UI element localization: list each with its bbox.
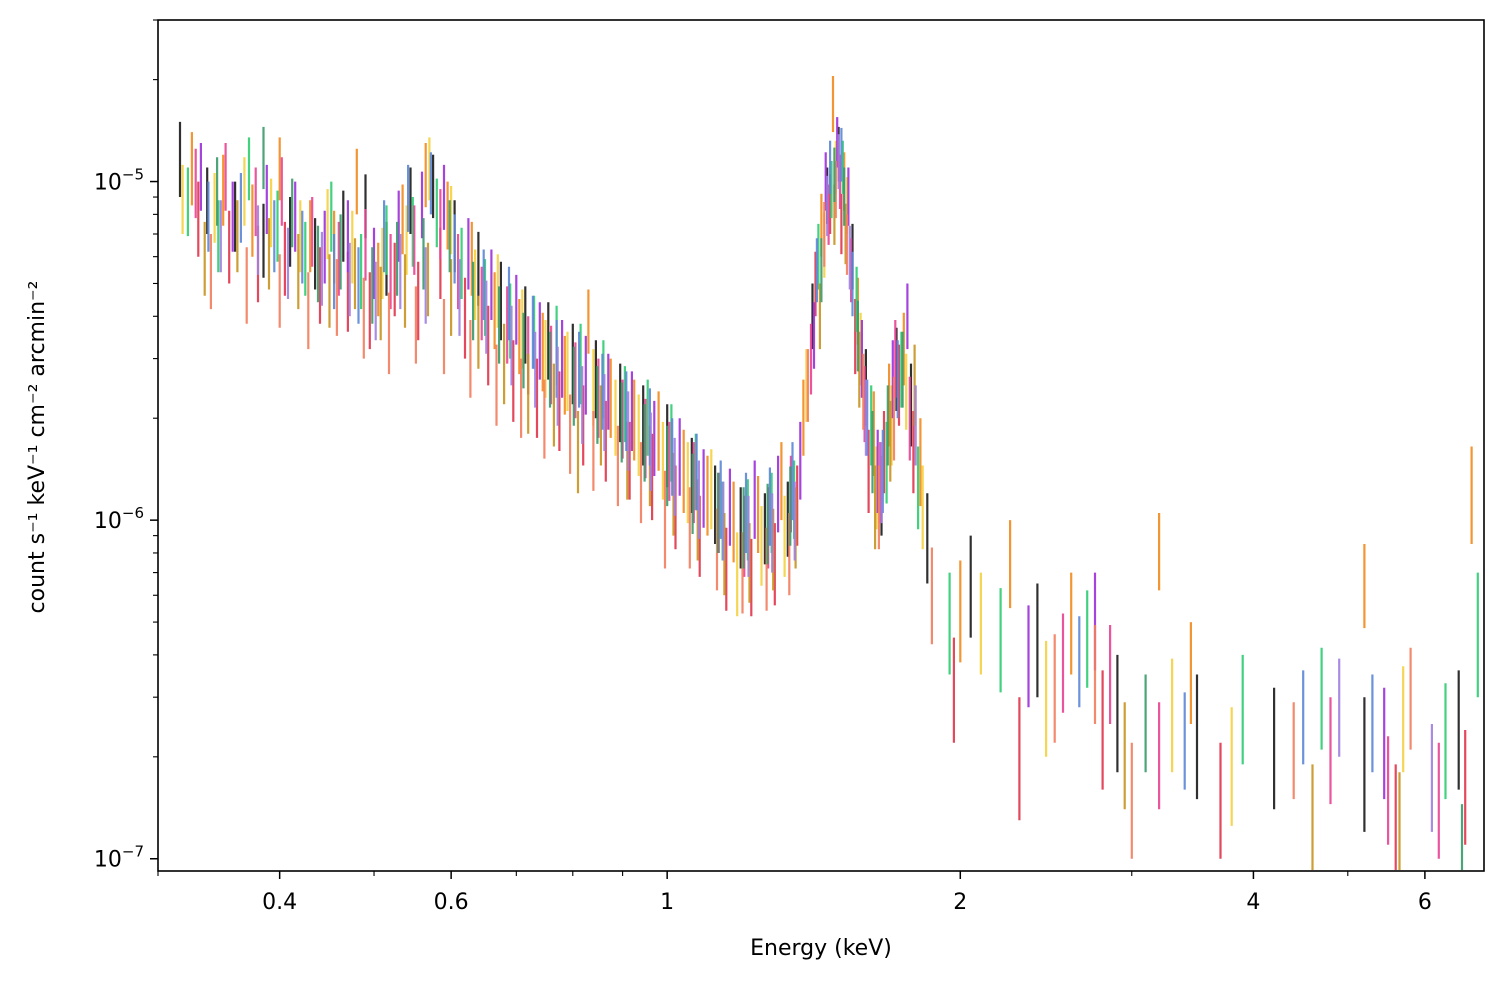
x-tick-label: 2 [953,890,967,915]
y-axis: 10−5 10−6 10−7 [94,19,158,873]
plot-frame [157,19,1485,872]
x-tick-label: 0.6 [434,890,469,915]
y-axis-label: count s⁻¹ keV⁻¹ cm⁻² arcmin⁻² [25,281,50,614]
series-4 [181,137,1405,826]
data-layer [178,76,1479,870]
x-tick-label: 0.4 [262,890,297,915]
x-axis-label: Energy (keV) [750,936,892,961]
x-tick-label: 1 [660,890,674,915]
series-12 [219,134,1434,832]
x-tick-label: 6 [1418,890,1432,915]
y-tick-label: 10−5 [94,166,144,196]
series-3 [197,174,1467,870]
x-axis: 0.4 0.6 1 2 4 6 [157,871,1432,915]
y-tick-label: 10−7 [94,843,144,873]
series-10 [209,161,1412,859]
series-6 [199,117,1386,800]
y-tick-label: 10−6 [94,504,144,534]
series-11 [216,126,1464,870]
x-tick-label: 4 [1246,890,1260,915]
